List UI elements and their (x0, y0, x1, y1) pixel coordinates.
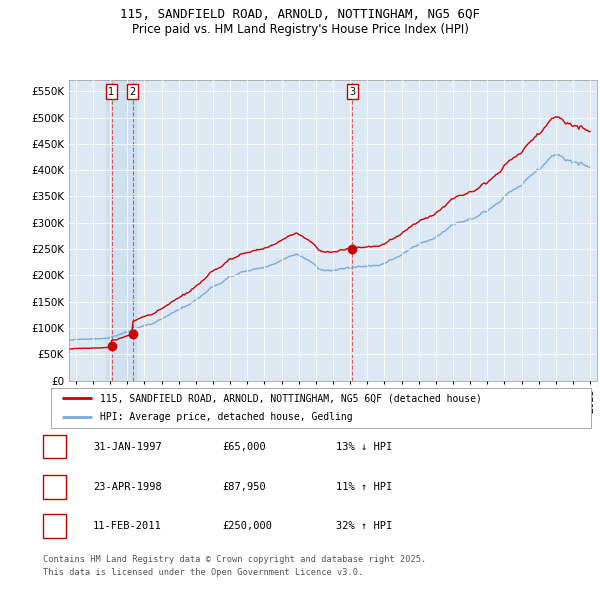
Text: 115, SANDFIELD ROAD, ARNOLD, NOTTINGHAM, NG5 6QF: 115, SANDFIELD ROAD, ARNOLD, NOTTINGHAM,… (120, 8, 480, 21)
Text: Price paid vs. HM Land Registry's House Price Index (HPI): Price paid vs. HM Land Registry's House … (131, 23, 469, 36)
Text: 23-APR-1998: 23-APR-1998 (93, 482, 162, 491)
Text: 1: 1 (109, 87, 115, 97)
Text: 31-JAN-1997: 31-JAN-1997 (93, 442, 162, 451)
Text: 2: 2 (130, 87, 136, 97)
Text: £87,950: £87,950 (222, 482, 266, 491)
Text: 2: 2 (52, 482, 58, 491)
Text: 3: 3 (349, 87, 355, 97)
Text: £65,000: £65,000 (222, 442, 266, 451)
Text: This data is licensed under the Open Government Licence v3.0.: This data is licensed under the Open Gov… (43, 568, 364, 577)
Text: HPI: Average price, detached house, Gedling: HPI: Average price, detached house, Gedl… (100, 412, 352, 422)
Bar (106, 80, 136, 381)
Text: 3: 3 (52, 522, 58, 531)
Text: £250,000: £250,000 (222, 522, 272, 531)
Text: 11-FEB-2011: 11-FEB-2011 (93, 522, 162, 531)
Text: 11% ↑ HPI: 11% ↑ HPI (336, 482, 392, 491)
Text: 1: 1 (52, 442, 58, 451)
Text: 32% ↑ HPI: 32% ↑ HPI (336, 522, 392, 531)
Text: Contains HM Land Registry data © Crown copyright and database right 2025.: Contains HM Land Registry data © Crown c… (43, 555, 427, 564)
Text: 115, SANDFIELD ROAD, ARNOLD, NOTTINGHAM, NG5 6QF (detached house): 115, SANDFIELD ROAD, ARNOLD, NOTTINGHAM,… (100, 394, 481, 404)
Text: 13% ↓ HPI: 13% ↓ HPI (336, 442, 392, 451)
